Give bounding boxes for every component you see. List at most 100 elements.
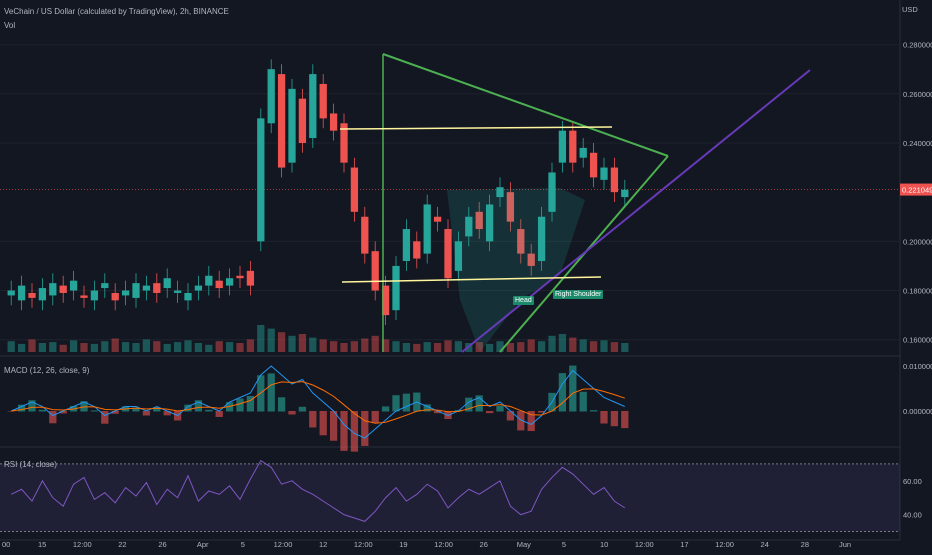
candle-body	[569, 130, 577, 163]
macd-histogram-bar	[277, 397, 286, 412]
neckline	[341, 276, 602, 283]
candle-body	[309, 74, 317, 139]
candle-body	[38, 288, 47, 301]
volume-bar	[7, 341, 15, 352]
macd-histogram-bar	[80, 401, 88, 412]
candle-body	[558, 130, 567, 163]
macd-histogram-bar	[496, 405, 504, 412]
volume-bar	[69, 340, 78, 352]
volume-bar	[517, 342, 525, 352]
candle-body	[246, 270, 255, 286]
rsi-tick-label: 40.00	[903, 511, 922, 520]
resistance-line	[339, 126, 613, 130]
volume-bar	[610, 342, 619, 352]
macd-label: MACD (12, 26, close, 9)	[4, 366, 90, 375]
candle-body	[28, 292, 36, 298]
volume-bar	[423, 342, 431, 352]
candle-body	[225, 278, 234, 286]
candle-body	[142, 285, 151, 291]
macd-histogram-bar	[298, 406, 307, 412]
time-tick-label: 17	[680, 540, 688, 549]
time-tick-label: May	[517, 540, 531, 549]
time-tick-label: 12:00	[73, 540, 92, 549]
macd-histogram-bar	[236, 398, 244, 412]
volume-bar	[277, 332, 286, 352]
candle-body	[236, 275, 244, 279]
candle-body	[621, 189, 629, 198]
candle-body	[153, 283, 161, 293]
head-annotation[interactable]: Head	[513, 296, 534, 305]
axes: 0.28000000 0.26000000 0.24000000 0.20000000…	[2, 5, 932, 549]
current-price-badge	[900, 183, 932, 196]
time-tick-label: 26	[158, 540, 166, 549]
candle-body	[257, 118, 265, 242]
volume-bar	[371, 335, 379, 352]
candle-body	[454, 241, 463, 271]
volume-bar	[298, 334, 307, 352]
macd-histogram-bar	[215, 411, 223, 417]
macd-histogram-bar	[569, 365, 577, 412]
macd-histogram-bar	[537, 411, 546, 413]
macd-tick-label: 0.01000000	[903, 362, 932, 371]
macd-histogram-bar	[589, 410, 598, 412]
price-tick-label: 0.18000000	[903, 287, 932, 296]
candle-body	[589, 152, 598, 178]
macd-histogram-bar	[267, 373, 275, 412]
volume-bar	[329, 341, 338, 352]
macd-histogram-bar	[111, 411, 119, 414]
volume-bar	[319, 339, 327, 352]
candle-body	[600, 167, 608, 180]
candle-body	[475, 211, 483, 230]
macd-histogram-bar	[90, 410, 99, 412]
volume-bar	[132, 343, 140, 352]
macd-histogram-bar	[142, 411, 151, 416]
candle-body	[517, 229, 525, 254]
volume-bar	[485, 343, 494, 352]
macd-histogram-bar	[194, 400, 203, 412]
vol-label: Vol	[4, 21, 16, 30]
candle-body	[392, 265, 400, 311]
volume-bar	[121, 342, 130, 352]
candle-body	[485, 204, 494, 242]
volume-bar	[350, 341, 359, 352]
candle-body	[173, 290, 182, 293]
macd-histogram-bar	[350, 411, 359, 452]
volume-bar	[215, 341, 223, 352]
pattern-shading	[447, 188, 585, 352]
volume-bar	[288, 335, 296, 352]
rsi-tick-label: 60.00	[903, 477, 922, 486]
time-tick-label: 22	[118, 540, 126, 549]
macd-tick-label: 0.00000000	[903, 407, 932, 416]
volume-bar	[589, 341, 598, 352]
macd-line	[11, 365, 625, 439]
candle-body	[90, 290, 99, 301]
macd-histogram-bar	[402, 393, 411, 412]
volume-bar	[142, 339, 151, 352]
volume-bar	[101, 341, 109, 352]
volume-bars	[7, 325, 629, 352]
candle-body	[298, 98, 307, 143]
candle-body	[111, 292, 119, 301]
right-shoulder-annotation[interactable]: Right Shoulder	[553, 290, 604, 299]
volume-bar	[236, 343, 244, 352]
volume-bar	[257, 325, 265, 352]
volume-bar	[80, 343, 88, 352]
rsi-band	[0, 463, 900, 532]
macd-histogram-bar	[153, 407, 161, 412]
candle-body	[433, 216, 442, 222]
candle-body	[537, 216, 546, 262]
candle-body	[361, 216, 369, 254]
macd-pane	[7, 365, 629, 452]
candle-body	[132, 283, 140, 298]
volume-bar	[527, 339, 535, 352]
macd-histogram-bar	[49, 411, 57, 424]
currency-label: USD	[902, 5, 918, 14]
volume-bar	[309, 337, 317, 352]
time-tick-label: 28	[801, 540, 809, 549]
macd-histogram-bar	[485, 411, 494, 414]
candle-body	[17, 285, 26, 301]
macd-histogram-bar	[621, 411, 629, 429]
candle-body	[444, 229, 452, 279]
